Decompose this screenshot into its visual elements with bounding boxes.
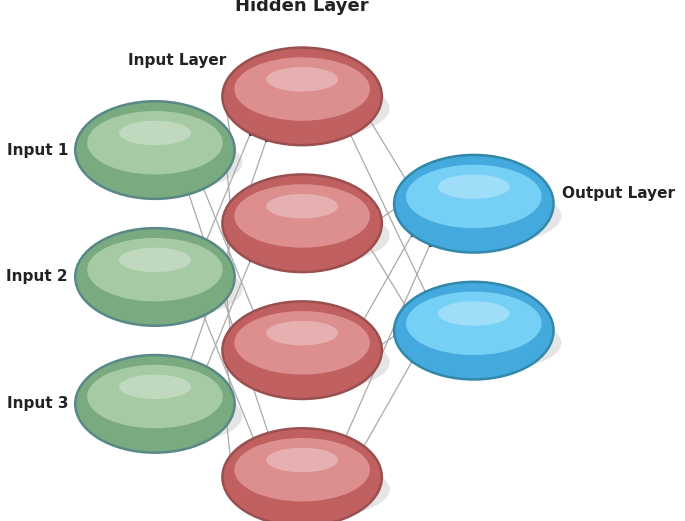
Ellipse shape [227, 79, 390, 138]
Ellipse shape [223, 428, 382, 521]
Ellipse shape [80, 260, 242, 318]
Ellipse shape [75, 101, 235, 199]
Text: Input 3: Input 3 [7, 396, 68, 412]
Ellipse shape [223, 301, 382, 399]
Ellipse shape [227, 206, 390, 265]
Ellipse shape [234, 438, 370, 502]
Text: Output Layer: Output Layer [562, 187, 675, 202]
Ellipse shape [80, 133, 242, 192]
Ellipse shape [399, 314, 562, 372]
Ellipse shape [223, 47, 382, 145]
Ellipse shape [406, 292, 542, 355]
Ellipse shape [87, 111, 223, 175]
Ellipse shape [119, 375, 191, 399]
Ellipse shape [266, 321, 338, 345]
Ellipse shape [399, 187, 562, 245]
Ellipse shape [266, 448, 338, 472]
Text: Input 1: Input 1 [7, 143, 68, 157]
Ellipse shape [87, 365, 223, 428]
Ellipse shape [438, 175, 510, 199]
Text: Input 2: Input 2 [6, 269, 68, 284]
Ellipse shape [234, 184, 370, 247]
Ellipse shape [119, 121, 191, 145]
Ellipse shape [75, 355, 235, 453]
Ellipse shape [394, 155, 553, 253]
Ellipse shape [234, 311, 370, 375]
Ellipse shape [227, 333, 390, 392]
Ellipse shape [223, 175, 382, 272]
Ellipse shape [87, 238, 223, 301]
Ellipse shape [406, 165, 542, 228]
Ellipse shape [394, 282, 553, 379]
Ellipse shape [227, 460, 390, 518]
Text: Input Layer: Input Layer [128, 54, 227, 68]
Ellipse shape [266, 67, 338, 92]
Ellipse shape [438, 301, 510, 326]
Ellipse shape [119, 247, 191, 272]
Text: Hidden Layer: Hidden Layer [236, 0, 369, 15]
Ellipse shape [75, 228, 235, 326]
Ellipse shape [80, 387, 242, 445]
Ellipse shape [266, 194, 338, 218]
Ellipse shape [234, 57, 370, 121]
